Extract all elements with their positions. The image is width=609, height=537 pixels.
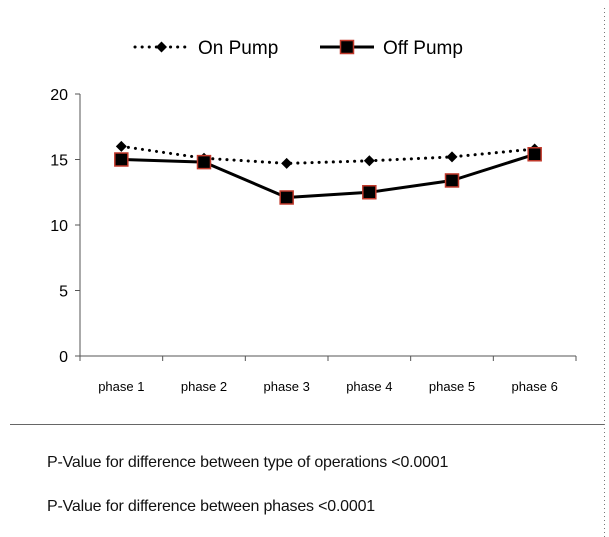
on-pump-series-line: [119, 144, 537, 165]
x-tick-label: phase 6: [512, 379, 558, 394]
off-pump-point: [527, 147, 542, 162]
on-pump-point: [363, 155, 375, 167]
y-tick-label: 20: [50, 87, 68, 104]
y-tick-label: 5: [59, 284, 68, 301]
p-value-note-operations: P-Value for difference between type of o…: [47, 454, 449, 471]
x-tick-label: phase 3: [264, 379, 310, 394]
legend-off-pump-marker: [339, 39, 355, 55]
off-pump-point: [279, 190, 294, 205]
off-pump-point: [196, 154, 212, 170]
off-pump-series-line: [121, 152, 536, 199]
y-tick-label: 15: [50, 153, 68, 170]
x-tick-label: phase 2: [181, 379, 227, 394]
on-pump-point: [446, 151, 458, 163]
legend-off-pump-label: Off Pump: [383, 38, 463, 59]
y-tick-label: 10: [50, 218, 68, 235]
y-tick-label: 0: [59, 349, 68, 366]
x-tick-label: phase 1: [98, 379, 144, 394]
on-pump-point: [281, 157, 293, 169]
legend-on-pump-label: On Pump: [198, 38, 278, 59]
off-pump-point: [114, 152, 129, 167]
legend-on-pump-marker: [156, 41, 167, 53]
line-chart: 0 5 10 15 20 phase 1 phase 2 phase 3 phase 4 phas…: [50, 38, 577, 394]
p-value-note-phases: P-Value for difference between phases <0…: [47, 498, 375, 515]
x-tick-label: phase 5: [429, 379, 475, 394]
off-pump-point: [362, 185, 377, 200]
on-pump-point: [115, 140, 127, 152]
x-tick-label: phase 4: [346, 379, 392, 394]
off-pump-point: [444, 173, 460, 188]
